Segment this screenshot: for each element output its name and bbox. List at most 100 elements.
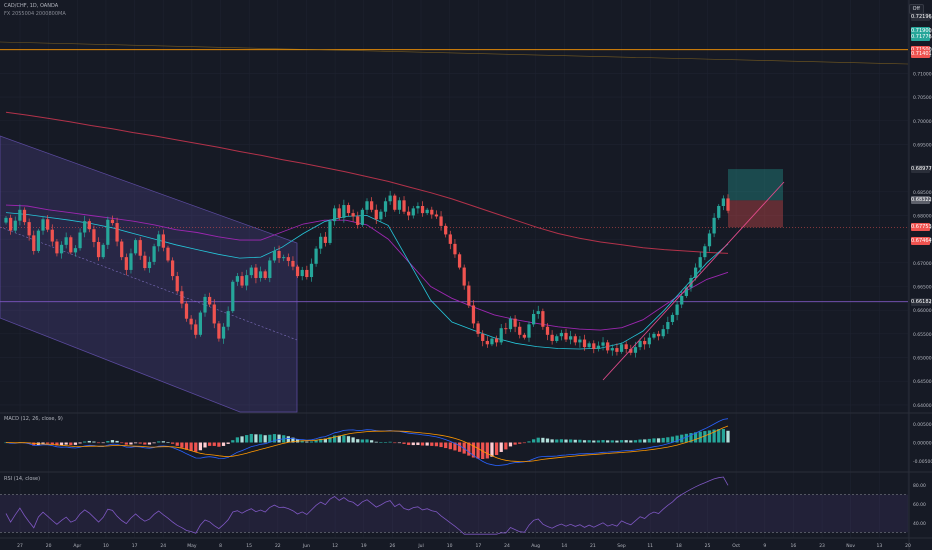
candle-body	[629, 349, 633, 353]
candle-body	[295, 266, 300, 277]
time-tick-label: 19	[361, 543, 367, 549]
macd-histogram-bar	[203, 442, 207, 448]
macd-histogram-bar	[393, 442, 397, 444]
candle-body	[36, 230, 41, 251]
macd-histogram-bar	[69, 442, 73, 446]
macd-histogram-bar	[545, 438, 550, 443]
macd-histogram-bar	[110, 440, 115, 443]
macd-histogram-bar	[444, 442, 448, 449]
macd-histogram-bar	[633, 440, 638, 443]
macd-histogram-bar	[166, 442, 170, 443]
macd-histogram-bar	[457, 442, 462, 452]
macd-histogram-bar	[638, 439, 642, 443]
candle-body	[286, 257, 290, 261]
price-badge: 0.66182	[911, 297, 932, 306]
time-tick-label: 12	[332, 543, 338, 549]
candle-body	[129, 253, 133, 270]
target-zone	[728, 169, 783, 201]
candle-body	[592, 343, 596, 350]
macd-histogram-bar	[652, 438, 656, 443]
macd-histogram-bar	[513, 442, 517, 445]
candle-body	[448, 234, 452, 244]
macd-histogram-bar	[518, 442, 522, 444]
candle-body	[203, 296, 207, 313]
macd-histogram-bar	[245, 435, 249, 443]
time-tick-label: 17	[475, 543, 481, 549]
macd-histogram-bar	[319, 438, 323, 443]
candle-body	[231, 281, 235, 312]
rsi-pane	[0, 476, 908, 535]
macd-histogram-bar	[332, 435, 337, 443]
time-tick-label: 13	[876, 543, 882, 549]
candle-body	[365, 201, 369, 210]
candle-body	[481, 333, 485, 341]
macd-histogram-bar	[624, 440, 628, 443]
candle-body	[411, 208, 415, 216]
candle-body	[152, 246, 156, 262]
candle-body	[323, 236, 327, 243]
trendline	[602, 181, 785, 381]
macd-histogram-bar	[221, 442, 226, 446]
macd-histogram-bar	[147, 442, 152, 445]
candle-body	[138, 240, 142, 256]
candle-body	[69, 237, 73, 253]
candle-body	[601, 342, 605, 346]
rsi-band	[0, 494, 908, 533]
macd-histogram-bar	[73, 442, 78, 445]
time-tick-label: 11	[647, 543, 653, 549]
candle-body	[513, 318, 517, 327]
time-tick-label: Sep	[617, 543, 626, 549]
macd-histogram-bar	[87, 440, 91, 443]
price-badge: 0.71776	[911, 32, 932, 41]
macd-histogram-bar	[629, 440, 633, 443]
candle-body	[615, 348, 619, 352]
macd-histogram-bar	[249, 433, 253, 443]
candle-body	[64, 237, 68, 245]
price-tick-label: 0.66000	[913, 308, 932, 314]
candle-body	[332, 208, 337, 222]
macd-histogram-bar	[416, 442, 420, 446]
candle-body	[87, 221, 91, 230]
candle-body	[18, 209, 22, 221]
candle-body	[420, 206, 425, 214]
time-tick-label: 21	[590, 543, 596, 549]
macd-line	[5, 418, 729, 467]
macd-histogram-bar	[592, 440, 596, 443]
macd-title: MACD (12, 26, close, 9)	[4, 416, 63, 422]
candle-body	[217, 323, 221, 339]
candle-body	[4, 217, 8, 223]
time-tick-label: 8	[219, 543, 222, 549]
macd-histogram-bar	[115, 440, 119, 443]
macd-histogram-bar	[698, 431, 702, 443]
candle-body	[393, 195, 397, 210]
time-tick-label: 18	[676, 543, 682, 549]
macd-histogram-bar	[83, 441, 87, 443]
time-tick-label: Jul	[417, 543, 423, 549]
candle-body	[374, 209, 378, 220]
candle-body	[457, 254, 462, 268]
candle-body	[180, 291, 184, 304]
candle-body	[462, 267, 466, 286]
macd-histogram-bar	[152, 442, 156, 444]
macd-histogram-bar	[161, 441, 165, 443]
macd-tick-label: 0.00500	[913, 422, 932, 428]
macd-histogram-bar	[717, 429, 721, 443]
candle-body	[453, 243, 457, 255]
candle-body	[360, 209, 364, 225]
price-badge: 0.72196	[911, 12, 932, 21]
macd-histogram-bar	[143, 442, 147, 445]
candle-body	[661, 329, 665, 337]
candle-body	[106, 219, 110, 245]
candle-body	[619, 344, 624, 352]
macd-histogram-bar	[64, 442, 68, 445]
macd-histogram-bar	[328, 437, 332, 443]
macd-histogram-bar	[656, 438, 661, 443]
macd-histogram-bar	[46, 442, 50, 444]
candle-body	[282, 257, 286, 259]
candle-body	[643, 340, 647, 345]
candle-body	[133, 240, 138, 254]
macd-histogram-bar	[291, 437, 295, 443]
macd-histogram-bar	[351, 437, 355, 443]
